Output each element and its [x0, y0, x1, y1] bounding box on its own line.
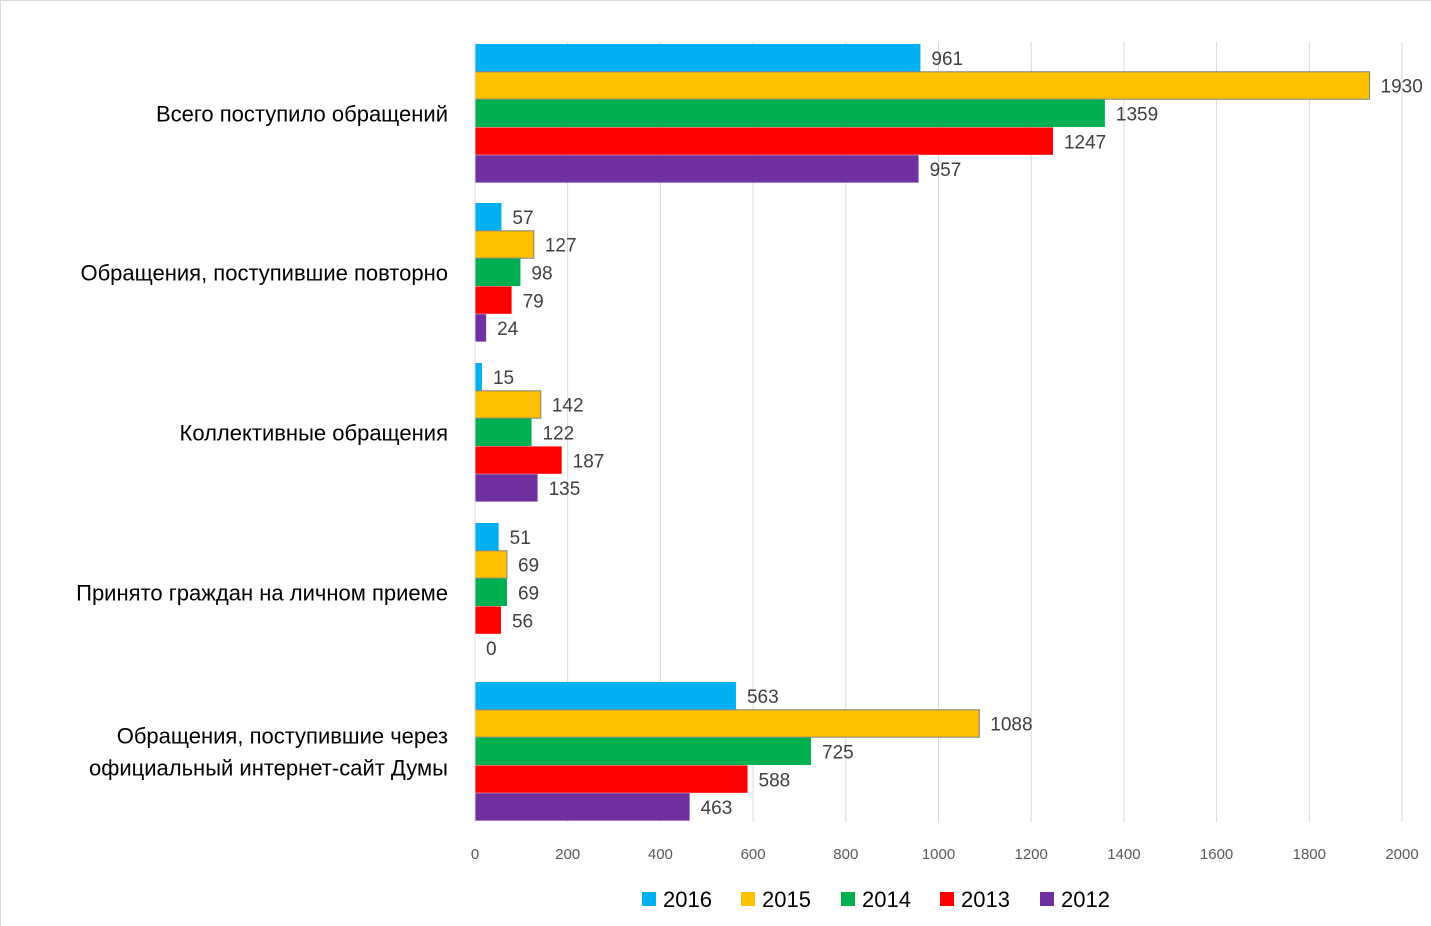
bar-2016-1	[475, 203, 502, 231]
legend-label: 2012	[1061, 887, 1110, 912]
bar-2016-0	[475, 44, 921, 72]
legend-swatch	[1040, 892, 1054, 906]
value-label: 725	[822, 743, 854, 764]
gridlines	[567, 42, 1403, 822]
x-tick-label: 1200	[1015, 846, 1048, 863]
bar-2013-3	[475, 606, 501, 634]
value-label: 56	[512, 611, 533, 632]
value-label: 79	[523, 291, 544, 312]
x-tick-label: 1600	[1200, 846, 1233, 863]
value-label: 1247	[1064, 132, 1106, 153]
bar-2015-1	[474, 230, 535, 259]
x-tick-label: 1000	[922, 846, 955, 863]
value-label: 1930	[1381, 77, 1423, 98]
bar-2015-0	[474, 71, 1371, 100]
bar-2014-2	[475, 418, 532, 446]
x-tick-label: 400	[648, 846, 673, 863]
bar-2016-3	[475, 523, 499, 551]
bar-2014-1	[475, 258, 521, 286]
category-label: Обращения, поступившие повторно	[80, 261, 448, 286]
x-tick-label: 200	[555, 846, 580, 863]
bar-2016-4	[475, 682, 736, 710]
value-label: 135	[549, 479, 581, 500]
x-tick-label: 600	[741, 846, 766, 863]
value-label: 24	[497, 319, 519, 340]
value-label: 588	[759, 770, 791, 791]
legend-swatch	[841, 892, 855, 906]
legend-swatch	[642, 892, 656, 906]
bar-2013-2	[475, 446, 562, 474]
x-tick-label: 1400	[1107, 846, 1140, 863]
value-label: 957	[930, 160, 962, 181]
bar-2012-0	[475, 155, 919, 183]
legend-label: 2016	[663, 887, 712, 912]
value-label: 69	[518, 556, 539, 577]
bar-2012-2	[475, 474, 538, 502]
bar-2014-4	[475, 737, 812, 765]
category-label: официальный интернет-сайт Думы	[89, 756, 448, 781]
x-tick-label: 800	[833, 846, 858, 863]
bar-2015-3	[474, 550, 508, 579]
bar-2016-2	[475, 363, 482, 391]
bar-2015-2	[474, 390, 542, 419]
bars	[474, 44, 1371, 821]
value-label: 15	[493, 368, 514, 389]
value-label: 961	[931, 49, 963, 70]
value-label: 122	[543, 424, 575, 445]
value-label: 51	[510, 528, 531, 549]
value-label: 563	[747, 687, 779, 708]
value-label: 69	[518, 584, 539, 605]
x-tick-label: 2000	[1385, 846, 1418, 863]
value-label: 1088	[990, 715, 1032, 736]
x-tick-labels: 0 200 400 600 800 1000 1200 1400 1600 1800 2000	[471, 846, 1419, 863]
legend-label: 2014	[862, 887, 911, 912]
bar-2013-0	[475, 127, 1053, 155]
value-label: 187	[573, 451, 605, 472]
bar-2013-4	[475, 765, 748, 793]
value-label: 463	[701, 798, 733, 819]
bar-2012-1	[475, 314, 487, 342]
x-tick-label: 0	[471, 846, 479, 863]
legend-label: 2015	[762, 887, 811, 912]
value-label: 142	[552, 396, 584, 417]
bar-2014-0	[475, 99, 1105, 127]
value-label: 127	[545, 236, 577, 257]
legend-label: 2013	[961, 887, 1010, 912]
x-tick-label: 1800	[1293, 846, 1326, 863]
value-label: 0	[486, 639, 497, 660]
bar-2014-3	[475, 578, 507, 606]
category-label: Всего поступило обращений	[156, 102, 448, 127]
legend-swatch	[741, 892, 755, 906]
bar-2015-4	[474, 709, 980, 738]
legend-swatch	[940, 892, 954, 906]
category-label: Принято граждан на личном приеме	[76, 581, 448, 606]
value-label: 57	[512, 208, 533, 229]
value-label: 1359	[1116, 105, 1158, 126]
bar-2013-1	[475, 286, 512, 314]
category-label: Коллективные обращения	[180, 421, 448, 446]
category-label: Обращения, поступившие через	[117, 724, 448, 749]
legend: 2016 2015 2014 2013 2012	[642, 887, 1110, 912]
category-labels: Всего поступило обращений Обращения, пост…	[76, 102, 448, 781]
bar-2012-4	[475, 793, 690, 821]
value-label: 98	[531, 264, 552, 285]
